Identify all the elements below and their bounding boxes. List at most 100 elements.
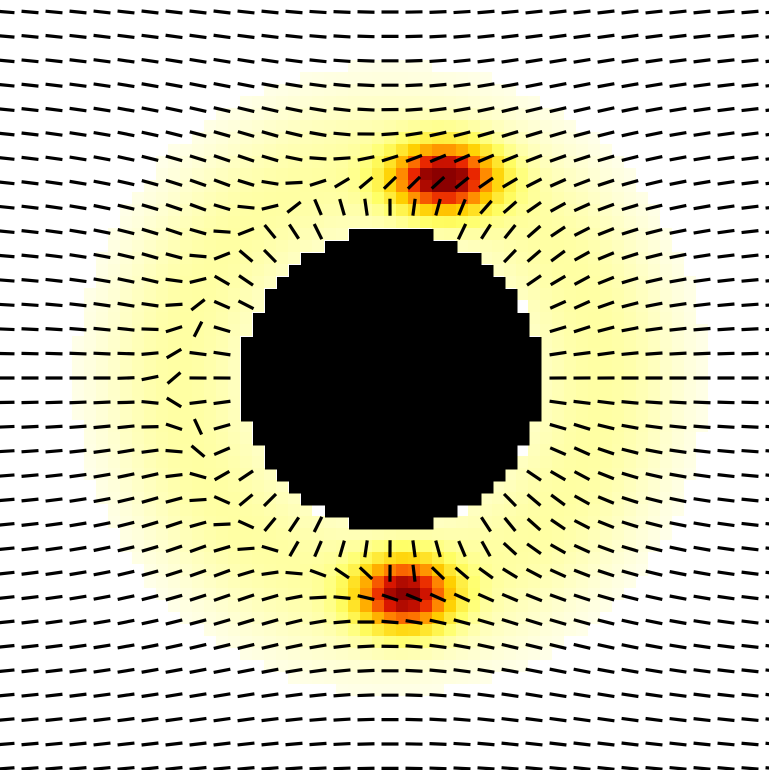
director-dash: [693, 277, 711, 284]
heatmap-cell: [204, 120, 216, 132]
director-dash: [597, 495, 615, 505]
director-dash: [213, 251, 231, 261]
director-dash: [597, 519, 615, 530]
director-dash: [358, 566, 374, 581]
heatmap-cell: [252, 624, 264, 636]
director-dash: [21, 424, 39, 429]
heatmap-cell: [552, 312, 564, 324]
director-dash: [525, 33, 543, 40]
heatmap-cell: [564, 588, 576, 600]
heatmap-cell: [540, 396, 552, 408]
heatmap-cell: [156, 312, 168, 324]
heatmap-cell: [324, 180, 336, 192]
director-dash: [312, 516, 324, 533]
heatmap-cell: [348, 552, 360, 564]
heatmap-cell: [492, 240, 504, 252]
particle-block: [265, 397, 278, 410]
director-dash: [165, 106, 183, 113]
particle-block: [445, 325, 458, 338]
particle-block: [493, 433, 506, 446]
heatmap-cell: [348, 204, 360, 216]
heatmap-cell: [588, 420, 600, 432]
particle-block: [277, 289, 290, 302]
heatmap-cell: [432, 180, 444, 192]
heatmap-cell: [144, 360, 156, 372]
particle-block: [301, 373, 314, 386]
heatmap-cell: [468, 108, 480, 120]
heatmap-cell: [636, 492, 648, 504]
heatmap-cell: [588, 288, 600, 300]
heatmap-cell: [588, 528, 600, 540]
heatmap-cell: [348, 168, 360, 180]
heatmap-cell: [516, 120, 528, 132]
heatmap-cell: [276, 600, 288, 612]
particle-block: [349, 361, 362, 374]
director-dash: [549, 667, 567, 675]
particle-block: [529, 373, 542, 386]
heatmap-cell: [612, 552, 624, 564]
heatmap-cell: [108, 516, 120, 528]
heatmap-cell: [444, 564, 456, 576]
heatmap-cell: [372, 612, 384, 624]
particle-block: [313, 421, 326, 434]
heatmap-cell: [660, 312, 672, 324]
heatmap-cell: [108, 468, 120, 480]
director-dash: [477, 766, 495, 770]
heatmap-cell: [672, 504, 684, 516]
director-dash: [309, 106, 327, 113]
heatmap-cell: [192, 492, 204, 504]
heatmap-cell: [228, 120, 240, 132]
director-dash: [549, 446, 567, 457]
heatmap-cell: [516, 144, 528, 156]
heatmap-cell: [480, 624, 492, 636]
director-dash: [669, 594, 687, 601]
heatmap-cell: [396, 636, 408, 648]
director-dash: [549, 543, 567, 555]
director-dash: [69, 9, 87, 15]
heatmap-cell: [420, 132, 432, 144]
director-dash: [141, 496, 159, 504]
heatmap-cell: [540, 612, 552, 624]
heatmap-cell: [228, 108, 240, 120]
heatmap-cell: [324, 672, 336, 684]
director-dash: [357, 34, 375, 39]
director-dash: [405, 693, 423, 698]
heatmap-cell: [600, 312, 612, 324]
heatmap-cell: [228, 528, 240, 540]
heatmap-cell: [132, 324, 144, 336]
heatmap-cell: [456, 180, 468, 192]
heatmap-cell: [408, 192, 420, 204]
particle-block: [529, 385, 542, 398]
director-dash: [357, 644, 375, 649]
director-dash: [645, 618, 663, 626]
director-dash: [45, 497, 63, 503]
heatmap-cell: [108, 396, 120, 408]
particle-block: [493, 373, 506, 386]
director-dash: [526, 201, 542, 214]
director-dash: [502, 248, 518, 264]
heatmap-cell: [84, 312, 96, 324]
director-dash: [21, 33, 39, 39]
heatmap-cell: [336, 648, 348, 660]
heatmap-cell: [360, 120, 372, 132]
particle-block: [349, 481, 362, 494]
heatmap-cell: [168, 456, 180, 468]
director-dash: [456, 223, 468, 240]
director-dash: [411, 564, 417, 582]
director-dash: [189, 765, 207, 770]
heatmap-cell: [420, 672, 432, 684]
director-dash: [525, 153, 543, 163]
particle-block: [469, 337, 482, 350]
director-dash: [213, 741, 231, 747]
heatmap-cell: [672, 360, 684, 372]
particle-block: [253, 385, 266, 398]
director-dash: [45, 400, 63, 405]
heatmap-cell: [360, 660, 372, 672]
heatmap-cell: [564, 360, 576, 372]
director-dash: [285, 692, 303, 698]
director-dash: [381, 619, 399, 625]
heatmap-cell: [636, 252, 648, 264]
director-dash: [669, 618, 687, 626]
particle-block: [313, 481, 326, 494]
director-dash: [334, 567, 350, 580]
